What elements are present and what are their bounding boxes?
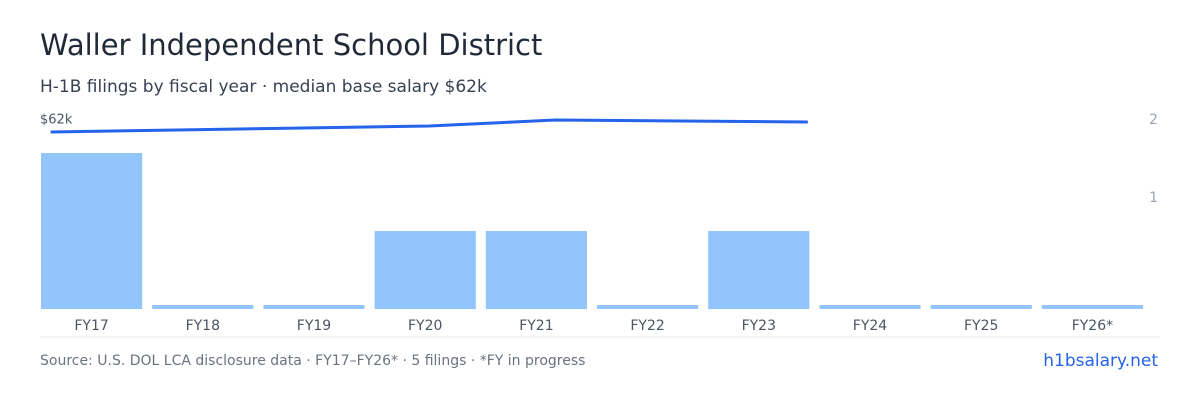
x-tick-label: FY25 [964, 318, 998, 334]
x-tick-label: FY20 [408, 318, 442, 334]
x-tick-label: FY18 [186, 318, 220, 334]
chart-subtitle: H-1B filings by fiscal year · median bas… [40, 77, 487, 97]
bar [708, 231, 810, 309]
salary-line [50, 118, 808, 134]
chart-title: Waller Independent School District [40, 28, 542, 62]
bar [263, 305, 365, 309]
y2-tick-label: $62k [40, 113, 73, 128]
y-tick-label: 1 [1149, 190, 1158, 206]
bar [41, 153, 143, 309]
x-tick-label: FY24 [853, 318, 888, 334]
bar [485, 231, 587, 309]
x-tick-label: FY26* [1072, 318, 1113, 334]
bar [152, 305, 254, 309]
x-tick-label: FY22 [630, 318, 664, 334]
x-tick-label: FY23 [742, 318, 776, 334]
source-note: Source: U.S. DOL LCA disclosure data · F… [40, 353, 585, 369]
x-tick-label: FY17 [74, 318, 108, 334]
bar [1041, 305, 1143, 309]
bar [930, 305, 1032, 309]
y-tick-label: 2 [1149, 112, 1158, 128]
bar [374, 231, 476, 309]
bar [597, 305, 699, 309]
brand-link[interactable]: h1bsalary.net [1043, 351, 1158, 371]
x-tick-label: FY19 [297, 318, 331, 334]
x-tick-label: FY21 [519, 318, 553, 334]
bar [819, 305, 921, 309]
